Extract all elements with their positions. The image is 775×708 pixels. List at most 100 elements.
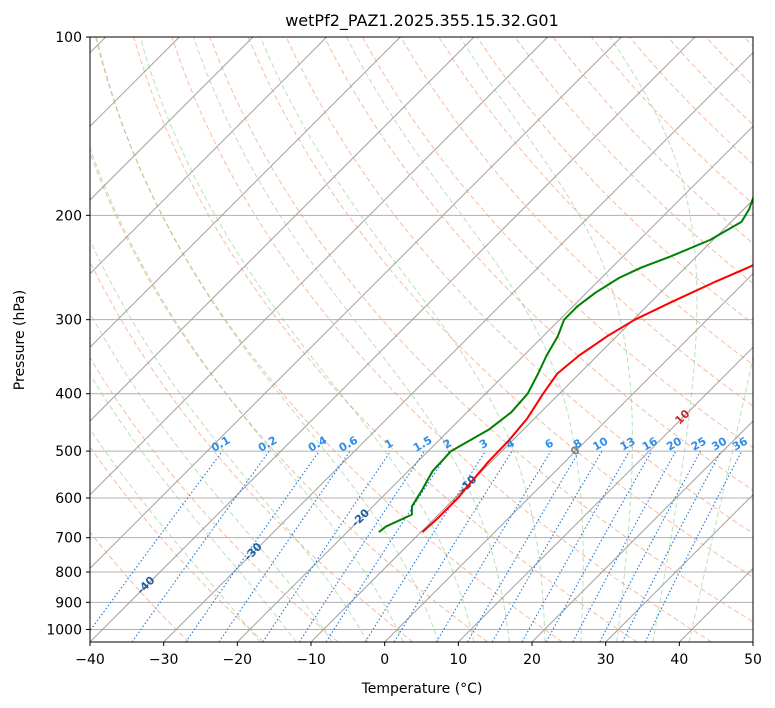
moist-adiabat-line bbox=[139, 37, 475, 642]
moist-adiabat-line bbox=[346, 37, 584, 642]
x-tick-label: 50 bbox=[744, 652, 762, 668]
isotherm-line bbox=[90, 37, 254, 201]
dry-adiabat-line bbox=[90, 260, 414, 642]
x-tick-label: 0 bbox=[380, 652, 389, 668]
mixing-ratio-line bbox=[131, 450, 270, 642]
dry-adiabat-line bbox=[476, 37, 753, 325]
y-tick-label: 200 bbox=[55, 208, 82, 224]
isotherm-line bbox=[163, 51, 753, 642]
dry-adiabat-line bbox=[95, 37, 563, 642]
mixing-ratio-label: 6 bbox=[543, 436, 556, 451]
mixing-ratio-line bbox=[467, 450, 580, 642]
moist-adiabat-line bbox=[90, 373, 297, 642]
mixing-ratio-line bbox=[262, 450, 392, 642]
mixing-ratio-line bbox=[521, 450, 630, 642]
mixing-ratio-line bbox=[545, 450, 653, 642]
isotherm-line bbox=[531, 420, 753, 642]
dry-adiabat-line bbox=[705, 37, 753, 87]
mixing-ratio-line bbox=[599, 450, 702, 642]
isotherm-line bbox=[236, 125, 753, 642]
mixing-ratio-line bbox=[572, 450, 677, 642]
dry-adiabat-line bbox=[323, 37, 753, 491]
isotherm-line bbox=[457, 346, 753, 642]
x-axis-label: Temperature (°C) bbox=[361, 681, 483, 697]
mixing-ratio-line bbox=[325, 450, 450, 642]
mixing-ratio-label: 1 bbox=[382, 437, 395, 452]
x-tick-label: −40 bbox=[75, 652, 105, 668]
moist-adiabat-line bbox=[90, 311, 333, 642]
dry-adiabat-line bbox=[209, 37, 753, 623]
y-tick-label: 400 bbox=[55, 387, 82, 403]
dry-adiabat-line bbox=[552, 37, 753, 245]
mixing-ratio-label: 2 bbox=[441, 437, 454, 452]
chart-title: wetPf2_PAZ1.2025.355.15.32.G01 bbox=[285, 11, 559, 31]
moist-adiabat-line bbox=[90, 239, 369, 642]
temperature-profile-line bbox=[421, 264, 753, 533]
dry-adiabat-line bbox=[514, 37, 753, 285]
x-tick-label: 30 bbox=[597, 652, 615, 668]
x-tick-label: −30 bbox=[149, 652, 179, 668]
x-axis-ticks: −40 −30 −20 −10 0 10 20 30 40 50 bbox=[75, 642, 762, 668]
y-tick-label: 900 bbox=[55, 595, 82, 611]
mixing-ratio-line bbox=[364, 450, 486, 642]
isotherm-line bbox=[384, 272, 753, 642]
isotherm-line bbox=[752, 641, 753, 642]
y-tick-label: 1000 bbox=[46, 622, 82, 638]
dry-adiabat-line bbox=[247, 37, 753, 578]
dry-adiabat-line bbox=[590, 37, 753, 205]
moist-adiabat-line bbox=[192, 37, 510, 642]
mixing-ratio-line bbox=[393, 450, 513, 642]
isotherm-label: -20 bbox=[349, 506, 372, 529]
x-tick-label: −10 bbox=[296, 652, 326, 668]
isotherms bbox=[90, 37, 753, 642]
y-tick-label: 500 bbox=[55, 444, 82, 460]
isotherm-line bbox=[90, 37, 696, 642]
isotherm-line bbox=[90, 37, 328, 275]
isotherm-line bbox=[90, 37, 475, 422]
isotherm-line bbox=[605, 493, 753, 642]
mixing-ratio-line bbox=[491, 450, 603, 642]
y-axis-ticks: 100 200 300 400 500 600 700 800 900 1000 bbox=[46, 30, 90, 638]
mixing-ratio-line bbox=[298, 450, 425, 642]
moist-adiabat-line bbox=[688, 354, 753, 642]
y-tick-label: 300 bbox=[55, 313, 82, 329]
dry-adiabat-line bbox=[438, 37, 753, 366]
dry-adiabat-line bbox=[667, 37, 753, 126]
dry-adiabat-line bbox=[743, 37, 753, 47]
y-tick-label: 700 bbox=[55, 531, 82, 547]
dry-adiabat-line bbox=[285, 37, 753, 534]
x-tick-label: 20 bbox=[523, 652, 541, 668]
dry-adiabat-line bbox=[90, 151, 488, 642]
pressure-gridlines bbox=[90, 37, 753, 630]
y-tick-label: 600 bbox=[55, 491, 82, 507]
mixing-ratio-line bbox=[90, 450, 223, 632]
mixing-ratio-line bbox=[435, 450, 552, 642]
mixing-ratio-label: 3 bbox=[477, 437, 490, 452]
moist-adiabat-line bbox=[90, 146, 404, 642]
x-tick-label: 10 bbox=[449, 652, 467, 668]
sounding-series bbox=[378, 195, 753, 533]
mixing-ratio-line bbox=[644, 450, 743, 642]
x-tick-label: −20 bbox=[223, 652, 253, 668]
moist-adiabat-line bbox=[96, 37, 439, 642]
dewpoint-profile-line bbox=[378, 195, 753, 533]
plot-frame bbox=[89, 36, 754, 643]
isotherm-line bbox=[90, 37, 549, 496]
dry-adiabat-line bbox=[133, 37, 638, 642]
isotherm-line bbox=[678, 567, 753, 642]
moist-adiabat-line bbox=[609, 37, 698, 642]
dry-adiabat-line bbox=[400, 37, 753, 407]
isotherm-line bbox=[90, 37, 622, 570]
moist-adiabats bbox=[90, 37, 753, 642]
moist-adiabat-line bbox=[459, 37, 633, 642]
dry-adiabat-line bbox=[362, 37, 753, 449]
mixing-ratio-line bbox=[218, 450, 351, 642]
mixing-ratio-line bbox=[621, 450, 722, 642]
y-axis-label: Pressure (hPa) bbox=[12, 290, 28, 390]
plot-area: 0.1 0.2 0.4 0.6 1 1.5 2 3 4 6 8 10 13 16 20 25 30 36-40-3… bbox=[90, 37, 753, 642]
y-tick-label: 100 bbox=[55, 30, 82, 46]
dry-adiabats bbox=[90, 37, 753, 642]
isotherm-line bbox=[310, 199, 753, 642]
isotherm-label: -30 bbox=[242, 540, 265, 563]
